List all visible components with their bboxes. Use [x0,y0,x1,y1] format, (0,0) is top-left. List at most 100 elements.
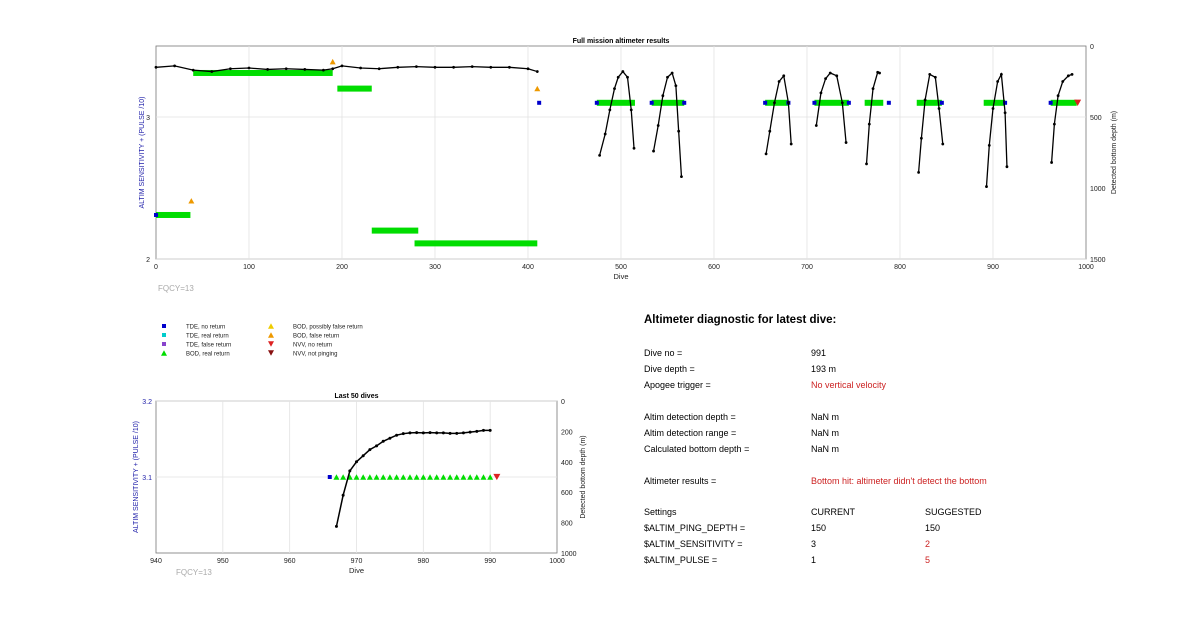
main-tde-no-return-marker [594,100,599,105]
legend-tde-false-return-marker [162,342,166,346]
legend-nvv-not-pinging-label: NVV, not pinging [293,352,337,358]
main-bod-real-return-marker [396,228,402,233]
main-depth-point [917,170,920,174]
main-bod-real-return-marker [295,70,301,76]
main-depth-point [941,142,945,146]
last50-depth-point [428,431,432,435]
main-bod-real-return-marker [826,100,832,106]
main-bod-real-return-marker [265,70,271,76]
main-depth-point [508,65,511,69]
main-x-tick-label: 500 [615,264,627,271]
main-depth-point [777,80,781,83]
pulse-suggested: 5 [925,555,931,565]
last50-x-tick-label: 980 [417,558,429,565]
main-bod-real-return-marker [777,100,783,106]
main-bod-real-return-marker [283,70,289,76]
results-label: Altimeter results = [644,476,717,486]
main-depth-point [840,101,844,105]
last50-bod-real-return-marker [333,474,340,480]
main-depth-point [787,101,790,105]
last50-y-right-tick-label: 0 [561,399,565,406]
main-depth-point [396,65,400,69]
last50-x-tick-label: 990 [484,558,496,565]
main-bod-real-return-marker [241,70,247,76]
main-depth-point [1003,111,1007,115]
main-tde-no-return-marker [886,100,891,105]
main-bod-real-return-marker [378,228,384,233]
last50-depth-point [395,433,399,437]
sensitivity-label: $ALTIM_SENSITIVITY = [644,539,743,549]
main-tde-no-return-marker [763,100,768,105]
altim-det-range-label: Altim detection range = [644,428,737,438]
legend-bod-false-return-marker [268,332,274,338]
main-depth-point [937,107,941,110]
last50-bod-real-return-marker [447,474,454,480]
diagnostic-title: Altimeter diagnostic for latest dive: [644,314,837,326]
main-depth-point [608,108,612,112]
last50-y-right-tick-label: 400 [561,460,573,467]
main-bod-real-return-marker [499,241,505,246]
dive-depth-label: Dive depth = [644,364,695,374]
main-depth-point [1052,122,1056,126]
main-y-right-axis-label: Detected bottom depth (m) [1111,111,1118,194]
main-depth-line [652,71,683,177]
main-depth-point [824,77,827,81]
main-depth-point [340,64,344,68]
last50-bod-real-return-marker [360,474,367,480]
last50-depth-point [361,454,365,458]
main-depth-point [191,68,195,72]
last50-depth-point [408,431,412,435]
apogee-label: Apogee trigger = [644,380,711,390]
main-depth-point [991,107,995,110]
main-depth-point [452,65,455,69]
pulse-current: 1 [811,555,817,565]
main-depth-point [871,87,875,90]
main-bod-real-return-marker [475,241,481,246]
last50-depth-point [368,448,372,452]
last50-bod-real-return-marker [460,474,467,480]
last50-bod-real-return-marker [366,474,373,480]
last50-bod-real-return-marker [413,474,420,480]
main-bod-real-return-marker [451,241,457,246]
last50-bod-real-return-marker [487,474,494,480]
main-depth-point [616,75,620,79]
last50-bod-real-return-marker [353,474,360,480]
main-x-tick-label: 300 [429,264,441,271]
main-bod-real-return-marker [180,212,186,218]
calc-bottom-label: Calculated bottom depth = [644,444,750,454]
main-bod-real-return-marker [372,228,378,233]
main-depth-point [470,65,474,68]
last50-bod-real-return-marker [453,474,460,480]
ping-depth-suggested: 150 [925,523,941,533]
main-bod-real-return-marker [168,212,174,218]
last50-depth-point [455,431,459,435]
main-bod-real-return-marker [1069,100,1075,106]
main-bod-real-return-marker [463,241,469,246]
last50-y-right-axis-label: Detected bottom depth (m) [580,435,587,518]
main-x-tick-label: 1000 [1078,264,1094,271]
main-bod-real-return-marker [301,70,307,76]
main-bod-real-return-marker [217,70,223,76]
main-bod-real-return-band [337,85,372,92]
last50-bod-real-return-marker [400,474,407,480]
last50-depth-point [355,460,358,464]
last50-depth-point [341,493,345,497]
legend-bod-possibly-false-return-label: BOD, possibly false return [293,325,363,331]
main-bod-real-return-marker [199,70,205,76]
main-depth-point [814,124,818,127]
main-depth-point [999,73,1003,76]
last50-x-tick-label: 940 [150,558,162,565]
main-depth-point [377,67,381,71]
main-depth-point [656,124,660,127]
main-x-tick-label: 200 [336,264,348,271]
last50-bod-real-return-marker [427,474,434,480]
main-bod-real-return-marker [307,70,313,76]
dive-no-value: 991 [811,348,827,358]
main-y-left-axis-label: ALTIM SENSITIVITY + (PULSE /10) [139,97,146,209]
main-bod-real-return-marker [481,241,487,246]
last50-depth-point [461,431,465,435]
main-bod-real-return-band [156,211,191,218]
last50-y-right-tick-label: 200 [561,429,573,436]
last50-depth-point [421,431,425,435]
